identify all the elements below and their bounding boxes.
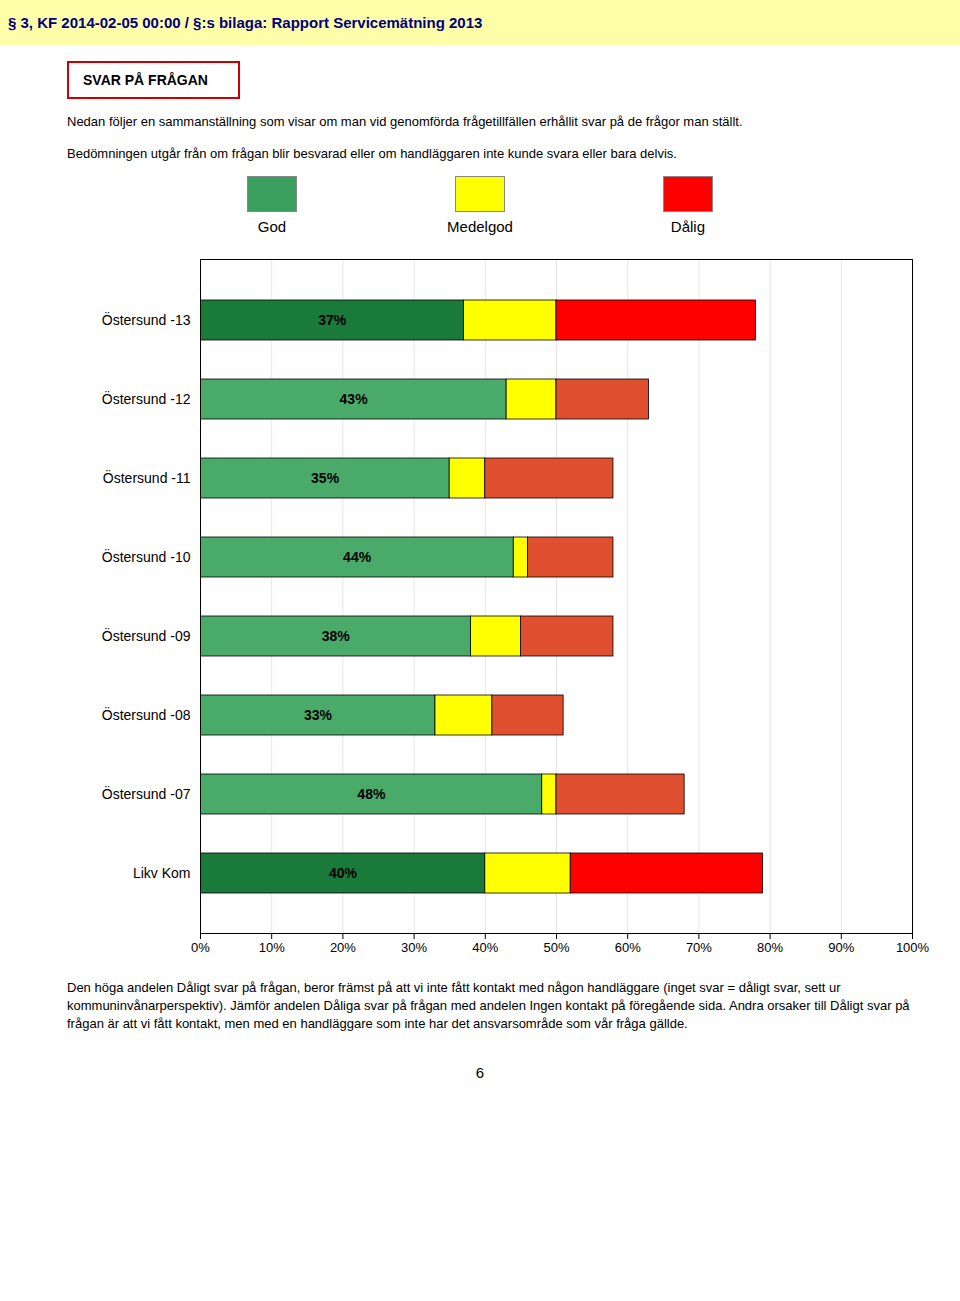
svg-text:Östersund -08: Östersund -08 <box>102 706 191 723</box>
html-text:Medelgod: Medelgod <box>447 218 513 236</box>
svg-text:Östersund -09: Östersund -09 <box>102 627 191 644</box>
svg-text:90%: 90% <box>828 940 854 955</box>
svg-text:20%: 20% <box>330 940 356 955</box>
svg-text:37%: 37% <box>318 312 347 328</box>
svg-text:70%: 70% <box>686 940 712 955</box>
svg-text:0%: 0% <box>191 940 210 955</box>
svg-text:Östersund -13: Östersund -13 <box>102 311 191 328</box>
svg-text:30%: 30% <box>401 940 427 955</box>
svg-text:38%: 38% <box>322 628 351 644</box>
svg-text:Likv Kom: Likv Kom <box>133 865 191 881</box>
html-text:6: 6 <box>475 1063 485 1081</box>
html-text:God: God <box>257 218 287 236</box>
svg-text:Östersund -07: Östersund -07 <box>102 785 191 802</box>
html-text:Dålig: Dålig <box>670 218 705 236</box>
svg-text:43%: 43% <box>340 391 369 407</box>
svg-text:44%: 44% <box>343 549 372 565</box>
svg-text:35%: 35% <box>311 470 340 486</box>
html-text:Bedömningen utgår från om fråg: Bedömningen utgår från om frågan blir be… <box>67 145 677 161</box>
svg-text:100%: 100% <box>896 940 930 955</box>
svg-text:Östersund -10: Östersund -10 <box>102 548 191 565</box>
svg-text:50%: 50% <box>543 940 569 955</box>
html-text:Nedan följer en sammanställnin: Nedan följer en sammanställning som visa… <box>67 114 743 129</box>
svg-text:10%: 10% <box>259 940 285 955</box>
svg-text:48%: 48% <box>357 786 386 802</box>
svg-text:60%: 60% <box>615 940 641 955</box>
html-text:Den höga andelen Dåligt svar p: Den höga andelen Dåligt svar på frågan, … <box>67 980 910 1032</box>
svg-text:40%: 40% <box>472 940 498 955</box>
svg-text:Östersund -12: Östersund -12 <box>102 390 191 407</box>
svg-text:40%: 40% <box>329 865 358 881</box>
html-text:§ 3, KF 2014-02-05 00:00 / §:s: § 3, KF 2014-02-05 00:00 / §:s bilaga: R… <box>8 14 483 31</box>
svg-text:80%: 80% <box>757 940 783 955</box>
html-text:SVAR PÅ FRÅGAN: SVAR PÅ FRÅGAN <box>83 72 208 88</box>
svg-text:Östersund -11: Östersund -11 <box>103 469 191 486</box>
svg-text:33%: 33% <box>304 707 333 723</box>
